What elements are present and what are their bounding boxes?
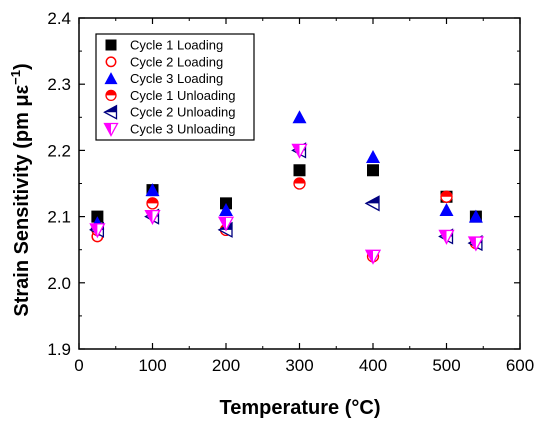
y-axis-title-superscript: −1 [8,70,23,85]
x-tick-label: 500 [432,356,460,375]
y-tick-label: 2.1 [47,208,71,227]
y-axis-title: Strain Sensitivity (pm με−1) [8,63,33,316]
data-point [144,209,161,225]
legend-label-1: Cycle 1 Loading [130,38,223,53]
data-point [364,195,380,212]
data-point [467,236,484,252]
data-point [292,110,307,124]
x-tick-label: 100 [138,356,166,375]
legend-label-5: Cycle 2 Unloading [130,105,236,120]
y-tick-label: 1.9 [47,340,71,359]
y-tick-label: 2.4 [47,9,71,28]
legend-label-3: Cycle 3 Loading [130,71,223,86]
data-point [291,143,308,159]
x-tick-label: 400 [359,356,387,375]
legend-marker-5 [103,104,118,120]
y-tick-label: 2.2 [47,141,71,160]
legend-label-2: Cycle 2 Loading [130,54,223,69]
series-6 [89,143,484,265]
legend-label-6: Cycle 3 Unloading [130,122,236,137]
series-5 [89,142,483,252]
data-point [367,164,379,177]
legend-marker-3 [104,72,118,85]
data-point [438,229,455,245]
plot-frame [78,17,521,350]
x-tick-label: 600 [506,356,534,375]
x-axis-title: Temperature (°C) [220,397,381,419]
data-point [293,164,306,177]
legend-box [95,33,255,141]
x-tick-label: 300 [285,356,313,375]
data-point [146,197,159,210]
x-tick-label: 200 [212,356,240,375]
marks-layer [89,110,484,265]
data-point [468,209,483,223]
data-point [440,190,453,203]
data-point [89,223,106,239]
y-axis-title-close: ) [11,63,33,70]
y-tick-label: 2.0 [47,274,71,293]
data-point [145,183,160,197]
legend-marker-1 [105,39,117,51]
legend-marker-2 [105,56,117,68]
y-axis-title-main: Strain Sensitivity (pm με [11,84,33,316]
legend-label-4: Cycle 1 Unloading [130,88,236,103]
legend-marker-6 [103,122,119,137]
y-tick-label: 2.3 [47,75,71,94]
data-point [217,216,235,232]
x-tick-label: 0 [74,356,83,375]
ticks-layer: 0 100 200 300 400 500 600 1.9 2.0 2.1 2.2 2.3 2.4 [47,9,534,375]
data-point [366,150,380,164]
data-point [219,202,233,216]
legend-marker-4 [105,89,117,102]
data-point [439,202,454,216]
data-point [293,177,306,190]
data-point [364,249,382,265]
